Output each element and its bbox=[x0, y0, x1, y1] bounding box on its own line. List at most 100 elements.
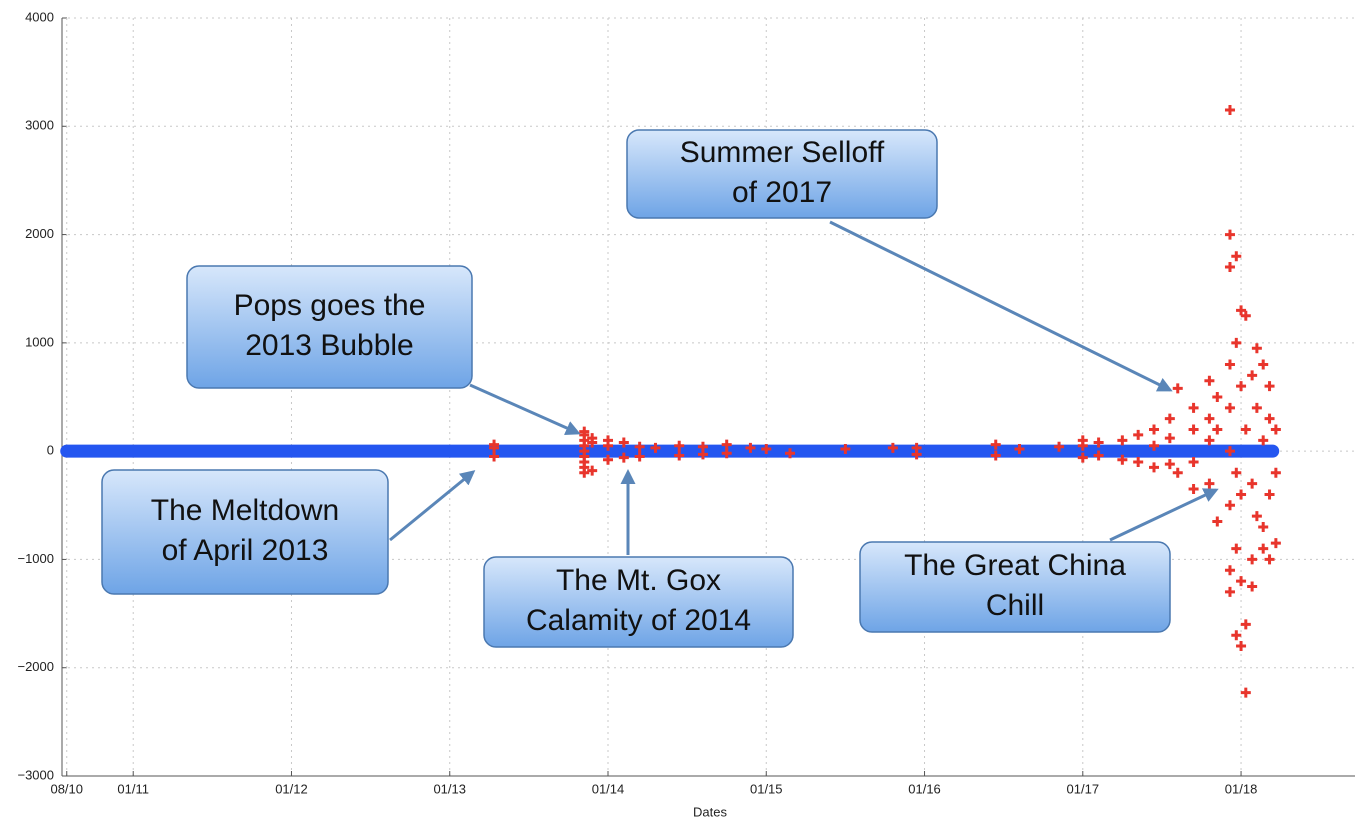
x-tick-label: 01/13 bbox=[433, 781, 466, 796]
point bbox=[1117, 454, 1128, 465]
y-tick-label: −1000 bbox=[17, 551, 54, 566]
point bbox=[1264, 413, 1275, 424]
point bbox=[618, 452, 629, 463]
point bbox=[674, 450, 685, 461]
annotation-text: Summer Selloff bbox=[680, 136, 885, 169]
point bbox=[1236, 576, 1247, 587]
point bbox=[1224, 359, 1235, 370]
point bbox=[1247, 554, 1258, 565]
point bbox=[1236, 381, 1247, 392]
point bbox=[1212, 516, 1223, 527]
point bbox=[1236, 305, 1247, 316]
y-tick-label: 4000 bbox=[25, 9, 54, 24]
point bbox=[603, 440, 614, 451]
point bbox=[1204, 375, 1215, 386]
point bbox=[489, 451, 500, 462]
point bbox=[1188, 484, 1199, 495]
point bbox=[1212, 392, 1223, 402]
point bbox=[1231, 543, 1242, 554]
x-tick-label: 01/17 bbox=[1067, 781, 1100, 796]
x-tick-label: 01/12 bbox=[275, 781, 308, 796]
point bbox=[1270, 538, 1281, 549]
point bbox=[1188, 402, 1199, 413]
y-tick-label: 3000 bbox=[25, 118, 54, 133]
annotation-text: Chill bbox=[986, 589, 1044, 622]
annotation-text: 2013 Bubble bbox=[245, 329, 414, 362]
arrow bbox=[1109, 488, 1219, 542]
point bbox=[1251, 343, 1262, 354]
point bbox=[761, 443, 772, 454]
annotation-text: of April 2013 bbox=[162, 534, 329, 567]
annotations: Summer Selloff of 2017 Pops goes the 2013 B… bbox=[101, 129, 1219, 648]
point bbox=[618, 437, 629, 448]
point bbox=[1204, 413, 1215, 424]
point bbox=[1240, 619, 1251, 630]
point bbox=[1264, 489, 1275, 500]
point bbox=[990, 439, 1001, 450]
point bbox=[1224, 565, 1235, 576]
plot-area: −3000 −2000 −1000 0 1000 2000 3000 4000 08/10 01/… bbox=[17, 9, 1355, 796]
y-tick-label: 2000 bbox=[25, 226, 54, 241]
point bbox=[587, 437, 598, 448]
point bbox=[579, 462, 590, 473]
point bbox=[1204, 478, 1215, 489]
annotation-box bbox=[186, 265, 473, 389]
point bbox=[1236, 489, 1247, 500]
point bbox=[1251, 511, 1262, 522]
point bbox=[579, 429, 590, 440]
point bbox=[634, 451, 645, 462]
point bbox=[1172, 467, 1183, 478]
point bbox=[1240, 310, 1251, 321]
point bbox=[1093, 450, 1104, 461]
point bbox=[721, 439, 732, 450]
point bbox=[1236, 641, 1247, 652]
y-tick-label: 0 bbox=[47, 443, 54, 458]
annotation-text: The Mt. Gox bbox=[556, 564, 721, 597]
point bbox=[1224, 446, 1235, 457]
point bbox=[603, 454, 614, 465]
annotation-box bbox=[626, 129, 938, 219]
point bbox=[785, 448, 796, 459]
annotation-box bbox=[483, 556, 794, 648]
annotation-text: The Meltdown bbox=[151, 494, 339, 527]
point bbox=[1188, 424, 1199, 435]
point bbox=[1231, 467, 1242, 478]
point bbox=[1224, 229, 1235, 240]
point bbox=[1258, 435, 1269, 446]
annotation-box bbox=[859, 541, 1171, 633]
point bbox=[1093, 437, 1104, 448]
point bbox=[1212, 424, 1223, 435]
point bbox=[1231, 337, 1242, 348]
y-tick-label: −2000 bbox=[17, 659, 54, 674]
point bbox=[1164, 433, 1175, 444]
point bbox=[587, 465, 598, 476]
point bbox=[1231, 251, 1242, 262]
x-tick-label: 01/11 bbox=[117, 781, 149, 796]
point bbox=[840, 443, 851, 454]
point bbox=[1164, 459, 1175, 470]
point bbox=[489, 439, 500, 450]
point bbox=[1264, 554, 1275, 565]
point bbox=[887, 442, 898, 453]
x-tick-label: 01/18 bbox=[1225, 781, 1258, 796]
point bbox=[1077, 452, 1088, 463]
point bbox=[579, 446, 590, 457]
y-tick-label: −3000 bbox=[17, 767, 54, 782]
x-tick-label: 08/10 bbox=[50, 781, 83, 796]
point bbox=[1258, 543, 1269, 554]
point bbox=[1258, 359, 1269, 370]
point bbox=[1258, 521, 1269, 532]
point bbox=[1270, 424, 1281, 435]
point bbox=[1077, 435, 1088, 446]
point bbox=[634, 441, 645, 452]
arrow bbox=[829, 220, 1173, 392]
point bbox=[1224, 500, 1235, 511]
point bbox=[1251, 402, 1262, 413]
x-tick-label: 01/15 bbox=[750, 781, 783, 796]
y-tick-label: 1000 bbox=[25, 334, 54, 349]
point bbox=[1149, 424, 1160, 435]
point bbox=[1224, 586, 1235, 597]
annotation-text: of 2017 bbox=[732, 176, 832, 209]
arrow bbox=[389, 470, 476, 542]
